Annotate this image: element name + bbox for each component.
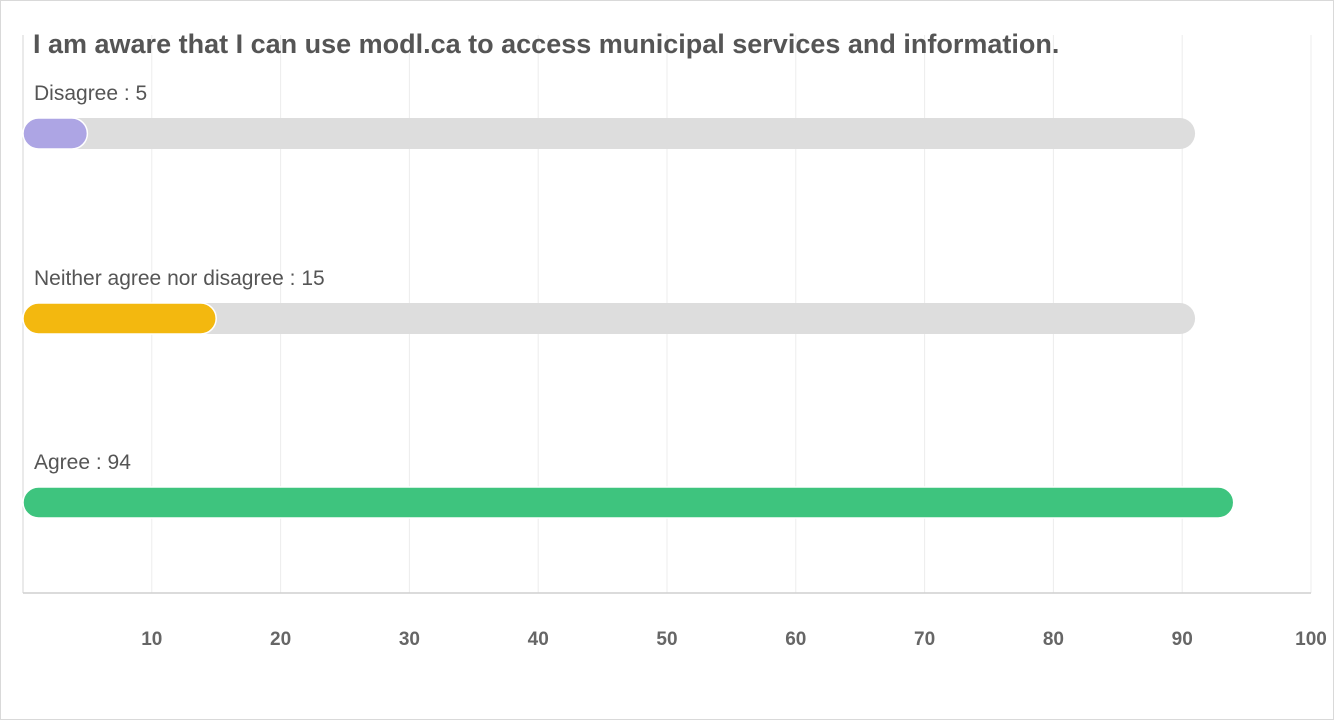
bars: Disagree : 5 Neither agree nor disagree :… — [22, 82, 1235, 519]
x-tick-label: 10 — [141, 629, 162, 650]
x-tick-label: 60 — [785, 629, 806, 650]
chart-title: I am aware that I can use modl.ca to acc… — [33, 29, 1059, 59]
bar-label: Neither agree nor disagree : 15 — [34, 267, 325, 290]
x-tick-label: 50 — [656, 629, 677, 650]
x-tick-label: 100 — [1295, 629, 1327, 650]
bar-disagree — [22, 117, 89, 150]
bar-neither-agree-nor-disagree — [22, 302, 217, 335]
x-axis-ticks: 10 20 30 40 50 60 70 80 90 100 — [141, 629, 1327, 650]
bar-label: Disagree : 5 — [34, 82, 147, 105]
x-tick-label: 80 — [1043, 629, 1064, 650]
x-tick-label: 30 — [399, 629, 420, 650]
bar-label: Agree : 94 — [34, 451, 131, 474]
x-tick-label: 20 — [270, 629, 291, 650]
x-tick-label: 40 — [528, 629, 549, 650]
bar-track — [23, 118, 1196, 149]
x-tick-label: 90 — [1172, 629, 1193, 650]
bar-agree — [22, 486, 1235, 519]
x-tick-label: 70 — [914, 629, 935, 650]
bar-track — [23, 303, 1196, 334]
